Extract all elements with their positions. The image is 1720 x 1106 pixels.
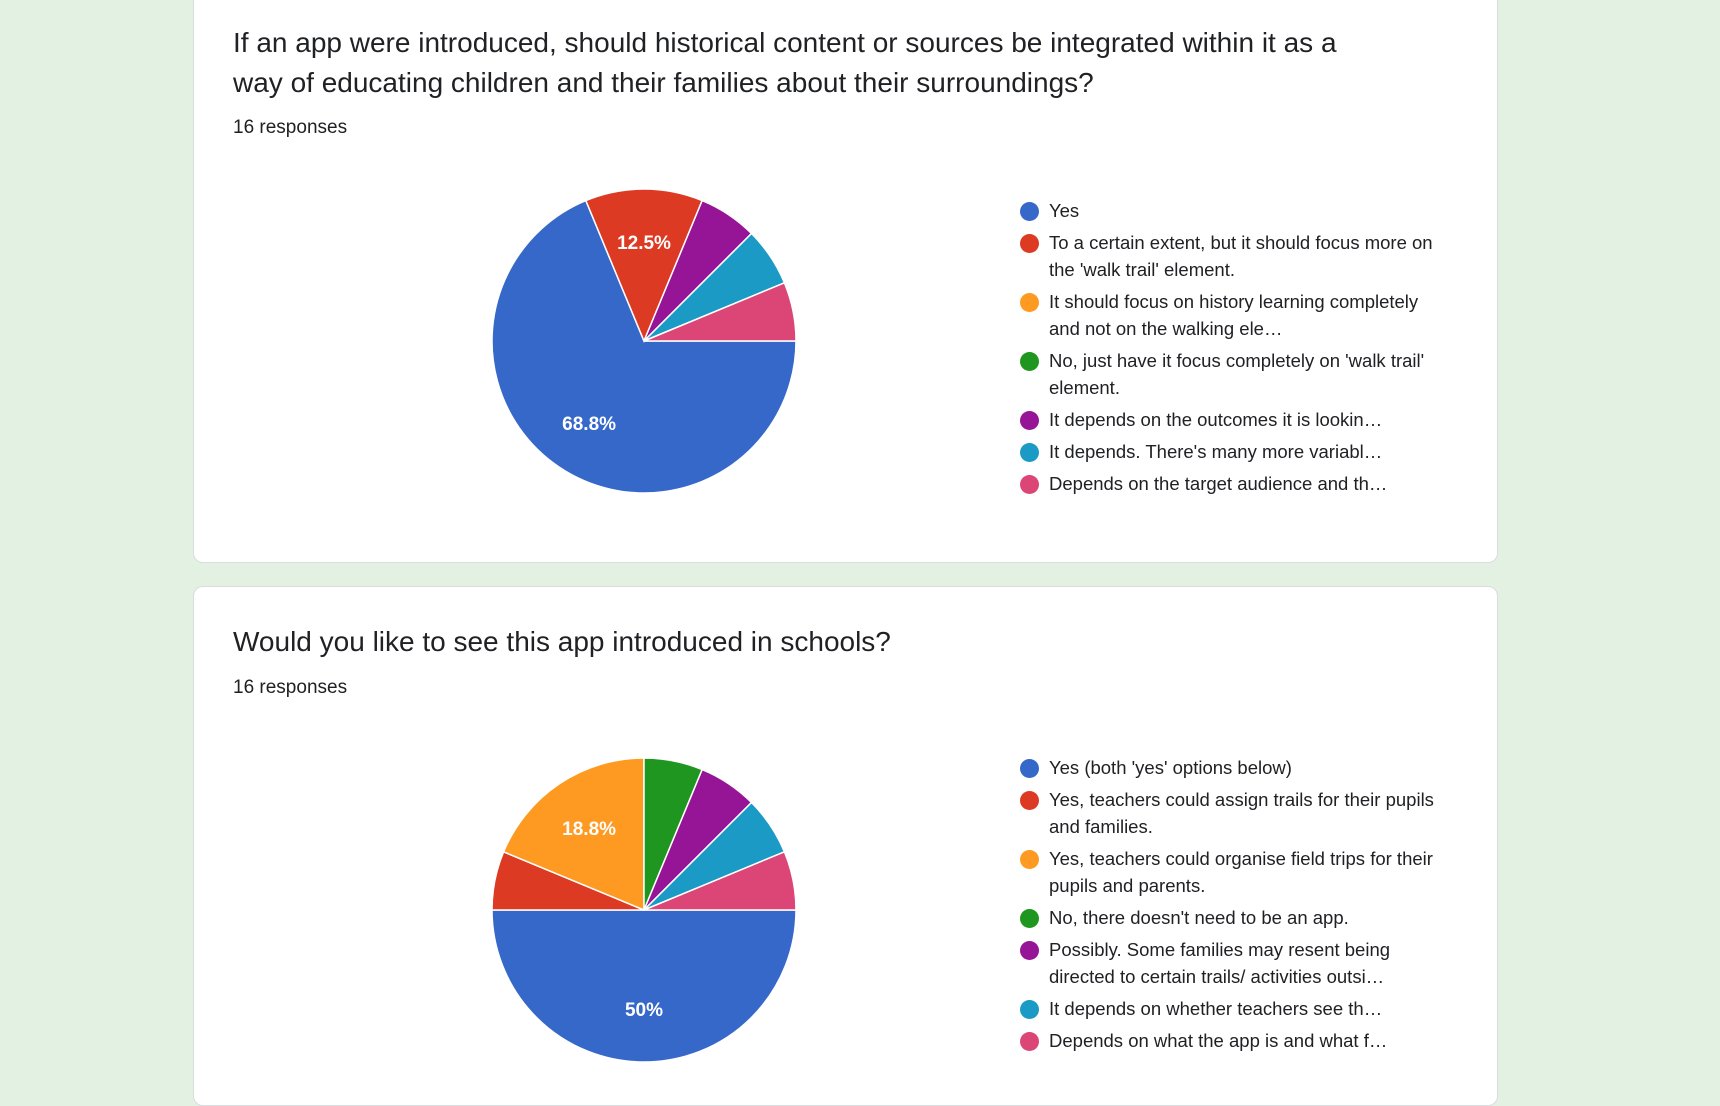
question-title: If an app were introduced, should histor… — [233, 27, 1337, 98]
question-card-1: If an app were introduced, should histor… — [193, 0, 1498, 563]
legend-label: It should focus on history learning comp… — [1049, 291, 1419, 339]
legend-color-dot-icon — [1020, 941, 1039, 960]
legend-color-dot-icon — [1020, 850, 1039, 869]
legend-color-dot-icon — [1020, 791, 1039, 810]
legend-item[interactable]: Yes (both 'yes' options below) — [1020, 754, 1440, 781]
pie-chart: 50% 18.8% — [491, 757, 797, 1063]
legend-item[interactable]: It depends on the outcomes it is lookin… — [1020, 406, 1440, 433]
pie-slice[interactable] — [584, 188, 704, 343]
legend-color-dot-icon — [1020, 1032, 1039, 1051]
legend-label: No, just have it focus completely on 'wa… — [1049, 350, 1425, 398]
legend-color-dot-icon — [1020, 411, 1039, 430]
response-count: 16 responses — [233, 677, 348, 698]
legend-item[interactable]: Depends on what the app is and what f… — [1020, 1027, 1440, 1054]
legend-label: Yes — [1049, 200, 1080, 221]
pie-slice[interactable] — [491, 199, 797, 494]
legend-item[interactable]: Possibly. Some families may resent being… — [1020, 936, 1440, 990]
legend-item[interactable]: Depends on the target audience and th… — [1020, 470, 1440, 497]
question-card-2: Would you like to see this app introduce… — [193, 586, 1498, 1106]
pie-slice[interactable] — [502, 757, 645, 912]
response-count: 16 responses — [233, 117, 348, 138]
legend-color-dot-icon — [1020, 234, 1039, 253]
legend-label: Yes, teachers could organise field trips… — [1049, 848, 1433, 896]
legend-item[interactable]: It depends. There's many more variabl… — [1020, 438, 1440, 465]
legend-item[interactable]: Yes, teachers could assign trails for th… — [1020, 786, 1440, 840]
legend-color-dot-icon — [1020, 475, 1039, 494]
legend-label: To a certain extent, but it should focus… — [1049, 232, 1433, 280]
legend-color-dot-icon — [1020, 909, 1039, 928]
legend-item[interactable]: No, there doesn't need to be an app. — [1020, 904, 1440, 931]
legend-color-dot-icon — [1020, 352, 1039, 371]
legend-item[interactable]: Yes — [1020, 197, 1440, 224]
question-title: Would you like to see this app introduce… — [233, 626, 891, 657]
slice-data-label: 68.8% — [562, 414, 616, 435]
legend-label: Yes, teachers could assign trails for th… — [1049, 789, 1434, 837]
legend-label: It depends on whether teachers see th… — [1049, 998, 1383, 1019]
legend-label: It depends. There's many more variabl… — [1049, 441, 1383, 462]
legend-color-dot-icon — [1020, 1000, 1039, 1019]
legend-color-dot-icon — [1020, 759, 1039, 778]
slice-data-label: 50% — [625, 1000, 663, 1021]
legend-item[interactable]: It should focus on history learning comp… — [1020, 288, 1440, 342]
chart-legend: Yes To a certain extent, but it should fo… — [1020, 197, 1440, 502]
legend-label: Yes (both 'yes' options below) — [1049, 757, 1292, 778]
legend-item[interactable]: No, just have it focus completely on 'wa… — [1020, 347, 1440, 401]
pie-slice[interactable] — [491, 909, 797, 1063]
slice-data-label: 18.8% — [562, 819, 616, 840]
legend-color-dot-icon — [1020, 293, 1039, 312]
chart-legend: Yes (both 'yes' options below) Yes, teach… — [1020, 754, 1440, 1059]
legend-label: It depends on the outcomes it is lookin… — [1049, 409, 1383, 430]
legend-item[interactable]: It depends on whether teachers see th… — [1020, 995, 1440, 1022]
legend-item[interactable]: To a certain extent, but it should focus… — [1020, 229, 1440, 283]
slice-data-label: 12.5% — [617, 233, 671, 254]
legend-item[interactable]: Yes, teachers could organise field trips… — [1020, 845, 1440, 899]
pie-slice[interactable] — [643, 281, 797, 342]
pie-slice[interactable] — [643, 850, 797, 911]
pie-chart: 68.8% 12.5% — [491, 188, 797, 494]
legend-label: Depends on the target audience and th… — [1049, 473, 1388, 494]
legend-color-dot-icon — [1020, 443, 1039, 462]
legend-color-dot-icon — [1020, 202, 1039, 221]
legend-label: No, there doesn't need to be an app. — [1049, 907, 1349, 928]
legend-label: Depends on what the app is and what f… — [1049, 1030, 1388, 1051]
legend-label: Possibly. Some families may resent being… — [1049, 939, 1391, 987]
